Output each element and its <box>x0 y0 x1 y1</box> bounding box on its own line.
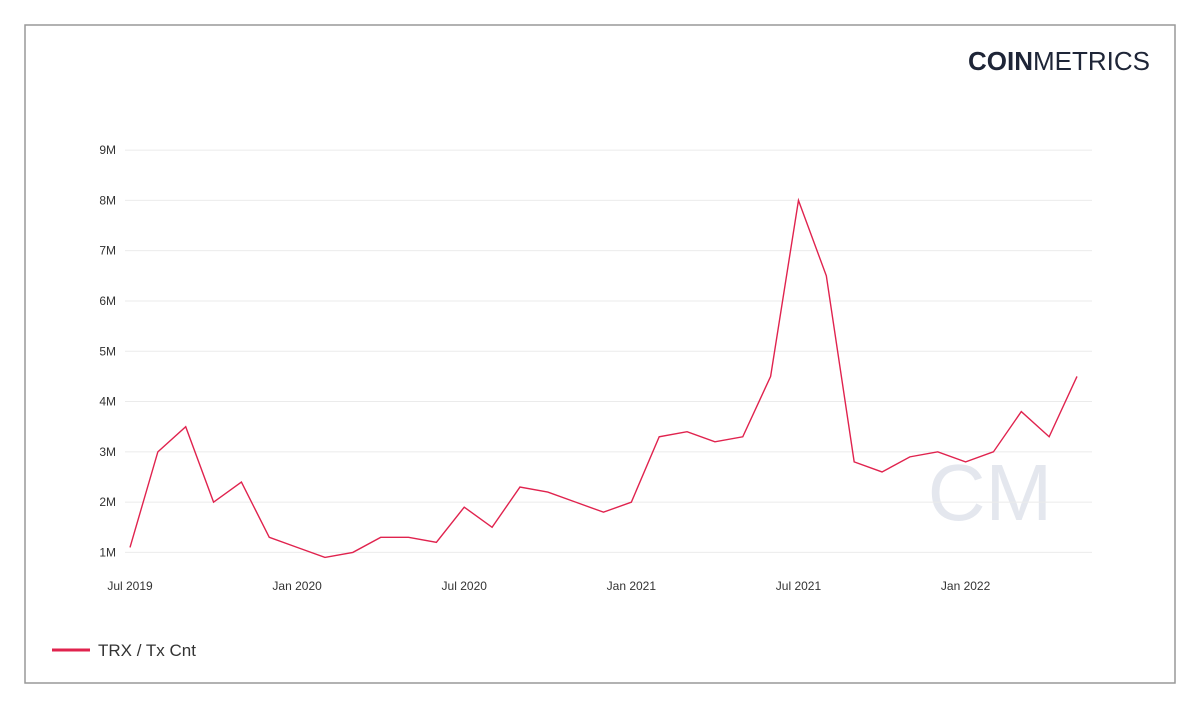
y-tick-label: 5M <box>99 344 116 358</box>
x-tick-label: Jul 2019 <box>107 579 153 593</box>
x-tick-label: Jul 2020 <box>442 579 488 593</box>
x-tick-label: Jan 2022 <box>941 579 991 593</box>
frame <box>24 24 1176 684</box>
logo-bold: COIN <box>968 46 1033 76</box>
logo: COINMETRICS <box>968 46 1150 76</box>
watermark: CM <box>928 448 1052 537</box>
x-tick-label: Jan 2020 <box>272 579 322 593</box>
data-line <box>129 197 1078 559</box>
y-tick-label: 9M <box>99 143 116 157</box>
x-tick-label: Jan 2021 <box>607 579 657 593</box>
y-tick-label: 8M <box>99 193 116 207</box>
y-tick-label: 1M <box>99 545 116 559</box>
legend-label: TRX / Tx Cnt <box>98 641 196 660</box>
y-tick-label: 7M <box>99 244 116 258</box>
y-tick-label: 6M <box>99 294 116 308</box>
y-tick-label: 3M <box>99 445 116 459</box>
y-tick-label: 2M <box>99 495 116 509</box>
logo-light: METRICS <box>1033 46 1150 76</box>
x-tick-label: Jul 2021 <box>776 579 822 593</box>
y-tick-label: 4M <box>99 395 116 409</box>
